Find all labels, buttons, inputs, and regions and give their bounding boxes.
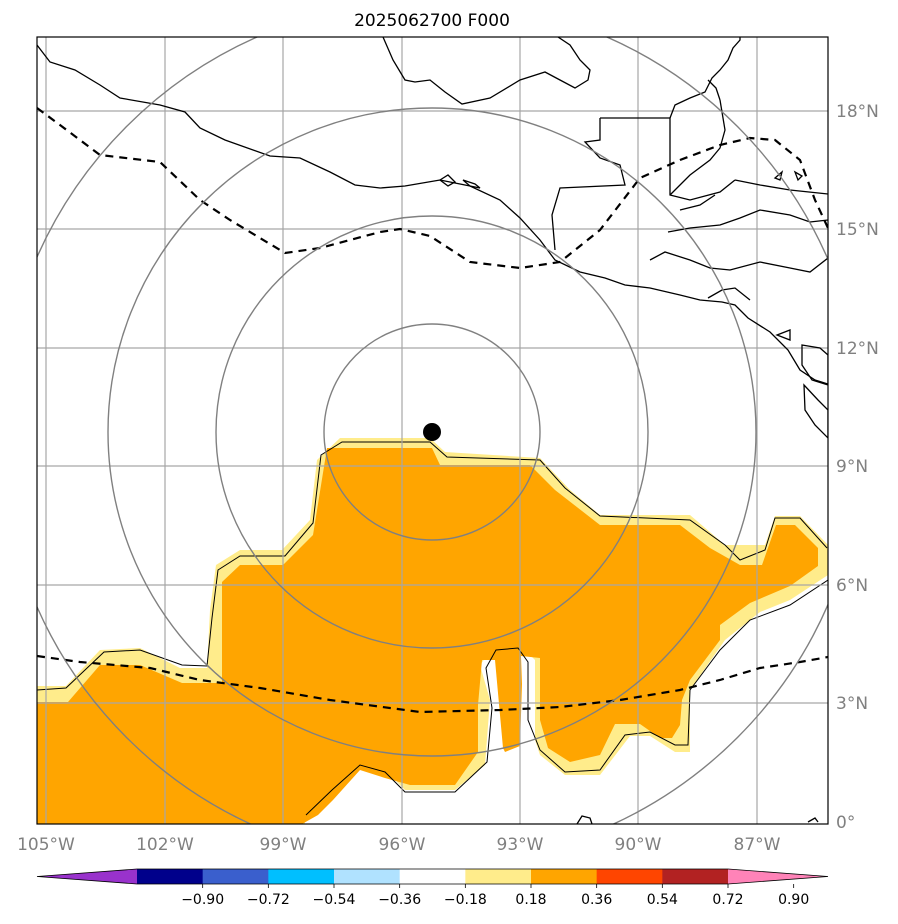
lat-label: 9°N xyxy=(836,457,868,477)
colorbar-segment xyxy=(662,869,729,884)
colorbar-tick-label: 0.54 xyxy=(647,892,678,908)
colorbar-segment xyxy=(399,869,466,884)
dashed-contours xyxy=(37,107,828,714)
colorbar-tick-label: −0.72 xyxy=(247,892,290,908)
lon-label: 90°W xyxy=(615,835,662,855)
colorbar-segment xyxy=(137,869,204,884)
shade-outline xyxy=(37,441,828,691)
colorbar-tick-label: 0.72 xyxy=(712,892,743,908)
colorbar-tick-label: −0.18 xyxy=(444,892,487,908)
lat-label: 15°N xyxy=(836,220,879,240)
shaded-region-core xyxy=(37,448,818,824)
colorbar-segment xyxy=(596,869,663,884)
colorbar-segment xyxy=(334,869,401,884)
colorbar-tick-label: −0.90 xyxy=(181,892,224,908)
map-frame xyxy=(36,36,829,825)
lat-label: 0° xyxy=(836,813,855,833)
lon-labels: 105°W 102°W 99°W 96°W 93°W 90°W 87°W xyxy=(17,835,781,855)
colorbar-extend-max xyxy=(728,869,828,884)
coastlines xyxy=(37,37,828,824)
lat-label: 18°N xyxy=(836,102,879,122)
lon-label: 96°W xyxy=(379,835,426,855)
colorbar-tick-label: 0.90 xyxy=(778,892,809,908)
colorbar-segment xyxy=(268,869,335,884)
colorbar-tick-label: 0.36 xyxy=(581,892,612,908)
colorbar-extend-min xyxy=(37,869,137,884)
colorbar-tick-label: 0.18 xyxy=(515,892,546,908)
map-title: 2025062700 F000 xyxy=(354,11,510,31)
colorbar-segment xyxy=(202,869,269,884)
lon-label: 102°W xyxy=(136,835,194,855)
lon-label: 105°W xyxy=(17,835,75,855)
lon-label: 99°W xyxy=(260,835,307,855)
lat-label: 12°N xyxy=(836,339,879,359)
colorbar: −0.90 −0.72 −0.54 −0.36 −0.18 0.18 0.36 0.54 0.7… xyxy=(36,868,829,908)
colorbar-tick-label: −0.36 xyxy=(378,892,421,908)
lat-label: 6°N xyxy=(836,576,868,596)
colorbar-tick-label: −0.54 xyxy=(313,892,356,908)
lat-labels: 18°N 15°N 12°N 9°N 6°N 3°N 0° xyxy=(836,102,879,833)
lon-label: 87°W xyxy=(734,835,781,855)
lon-label: 93°W xyxy=(497,835,544,855)
lat-label: 3°N xyxy=(836,694,868,714)
colorbar-segment xyxy=(465,869,532,884)
colorbar-segment xyxy=(531,869,598,884)
graticule xyxy=(37,37,828,824)
shade-outline-south xyxy=(305,579,828,816)
map-panel xyxy=(37,37,828,824)
colorbar-outline xyxy=(36,868,829,885)
storm-center-marker xyxy=(423,423,441,441)
range-rings xyxy=(37,37,828,824)
